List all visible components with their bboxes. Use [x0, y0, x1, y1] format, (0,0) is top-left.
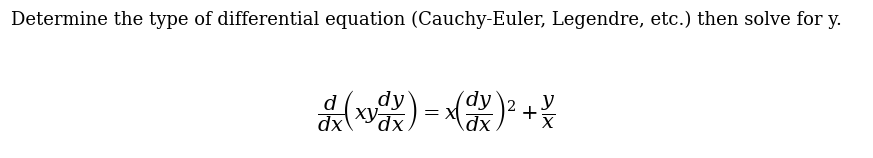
- Text: $\dfrac{d}{dx}\!\left(xy\dfrac{dy}{dx}\right) = x\!\left(\dfrac{dy}{dx}\right)^{: $\dfrac{d}{dx}\!\left(xy\dfrac{dy}{dx}\r…: [317, 88, 556, 134]
- Text: Determine the type of differential equation (Cauchy-Euler, Legendre, etc.) then : Determine the type of differential equat…: [11, 11, 842, 29]
